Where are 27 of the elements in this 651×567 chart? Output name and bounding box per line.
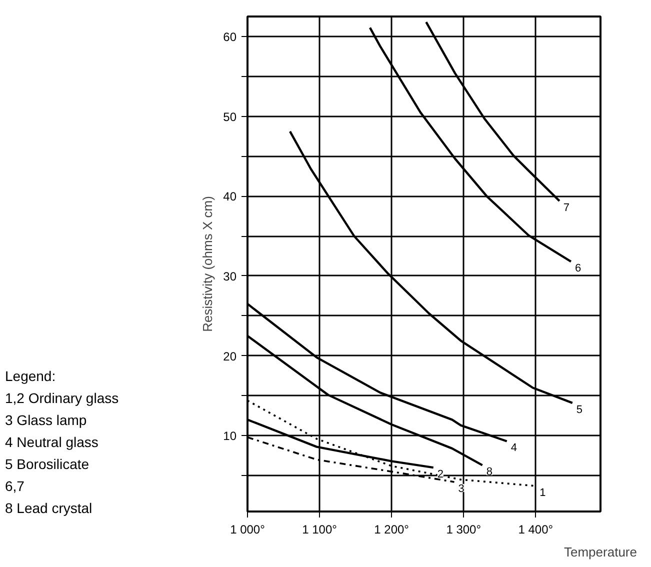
- text: 1,2 Ordinary glass: [5, 389, 119, 408]
- text: 8 Lead crystal: [5, 499, 94, 518]
- text: 3 Glass lamp: [5, 411, 88, 430]
- text: 5 Borosilicate: [5, 455, 90, 474]
- x-axis-title: Temperature: [564, 544, 637, 560]
- text: 4 Neutral glass: [5, 433, 100, 452]
- y-axis-title: Resistivity (ohms X cm): [200, 196, 216, 332]
- x-tick-label: 1 300°: [446, 522, 482, 536]
- series-label: 3: [458, 482, 464, 495]
- y-tick-label: 20: [223, 349, 237, 364]
- text: Legend:: [5, 367, 57, 386]
- text: 6,7: [5, 477, 26, 496]
- y-tick-label: 10: [223, 429, 237, 444]
- x-tick-label: 1 200°: [374, 522, 410, 536]
- series-label: 7: [563, 202, 570, 214]
- series-label: 6: [574, 262, 582, 275]
- y-tick-label: 40: [223, 190, 237, 204]
- series-label: 4: [510, 442, 517, 454]
- x-tick-label: 1 000°: [230, 522, 266, 536]
- series-label: 5: [576, 404, 583, 416]
- x-tick-label: 1 100°: [302, 522, 338, 536]
- y-tick-label: 50: [223, 110, 237, 124]
- series-label: 2: [437, 468, 444, 481]
- y-tick-label: 30: [223, 269, 237, 284]
- x-tick-label: 1 400°: [518, 522, 554, 536]
- series-label: 1: [540, 486, 546, 499]
- y-tick-label: 60: [223, 30, 237, 44]
